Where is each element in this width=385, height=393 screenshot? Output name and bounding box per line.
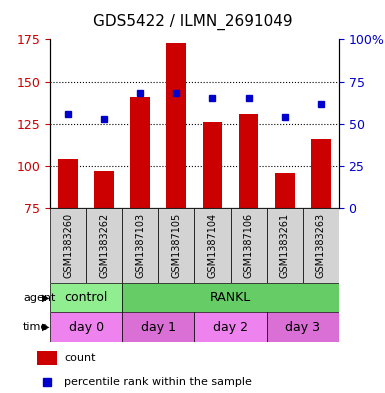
Bar: [239, 114, 258, 208]
Text: GDS5422 / ILMN_2691049: GDS5422 / ILMN_2691049: [93, 14, 292, 30]
Bar: [203, 122, 223, 208]
Text: GSM1383262: GSM1383262: [99, 213, 109, 278]
Bar: [50, 283, 122, 312]
Text: GSM1387105: GSM1387105: [171, 213, 181, 278]
Bar: [303, 208, 339, 283]
Text: time: time: [23, 322, 49, 332]
Text: GSM1383261: GSM1383261: [280, 213, 290, 278]
Bar: [266, 208, 303, 283]
Bar: [122, 208, 158, 283]
Text: GSM1387106: GSM1387106: [244, 213, 254, 278]
Bar: [311, 139, 331, 208]
Bar: [194, 312, 266, 342]
Text: ▶: ▶: [42, 322, 50, 332]
Bar: [122, 283, 339, 312]
Bar: [266, 312, 339, 342]
Bar: [50, 312, 122, 342]
Bar: [37, 351, 57, 365]
Text: GSM1387104: GSM1387104: [208, 213, 218, 278]
Bar: [158, 208, 194, 283]
Text: day 2: day 2: [213, 321, 248, 334]
Text: day 1: day 1: [141, 321, 176, 334]
Text: day 3: day 3: [285, 321, 320, 334]
Bar: [231, 208, 266, 283]
Bar: [94, 171, 114, 208]
Bar: [275, 173, 295, 208]
Bar: [166, 43, 186, 208]
Text: agent: agent: [23, 293, 55, 303]
Bar: [50, 208, 86, 283]
Text: control: control: [64, 291, 108, 304]
Text: RANKL: RANKL: [210, 291, 251, 304]
Text: count: count: [64, 353, 96, 363]
Bar: [58, 159, 78, 208]
Text: percentile rank within the sample: percentile rank within the sample: [64, 377, 252, 387]
Bar: [131, 97, 150, 208]
Text: GSM1383260: GSM1383260: [63, 213, 73, 278]
Text: ▶: ▶: [42, 293, 50, 303]
Text: GSM1387103: GSM1387103: [135, 213, 145, 278]
Bar: [86, 208, 122, 283]
Bar: [122, 312, 194, 342]
Text: day 0: day 0: [69, 321, 104, 334]
Bar: [194, 208, 231, 283]
Text: GSM1383263: GSM1383263: [316, 213, 326, 278]
